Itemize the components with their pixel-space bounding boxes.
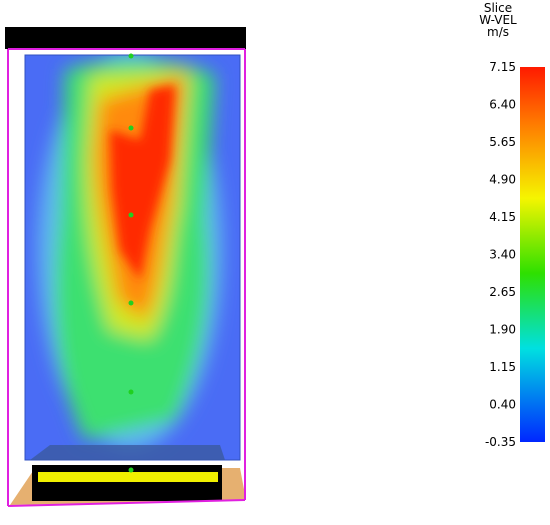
colorbar-tick-label: 1.15 [489,360,516,374]
colorbar-tick-label: 4.15 [489,210,516,224]
colorbar-tick-label: 3.40 [489,248,516,262]
velocity-slice [25,55,240,460]
ceiling [5,27,246,49]
colorbar-tick-label: 2.65 [489,285,516,299]
colorbar-tick-label: 7.15 [489,60,516,74]
colorbar [520,67,545,442]
burner-top [30,445,225,460]
colorbar-title: Slice [484,1,512,15]
burner [32,465,222,501]
domain-frame [7,48,246,507]
probe-points [128,53,134,473]
colorbar-tick-label: 1.90 [489,323,516,337]
colorbar-title: W-VEL [479,13,517,27]
colorbar-tick-label: 5.65 [489,135,516,149]
colorbar-tick-label: -0.35 [485,435,516,449]
colorbar-tick-label: 0.40 [489,398,516,412]
burner-surface [38,472,218,482]
colorbar-title: m/s [487,25,509,39]
colorbar-tick-label: 6.40 [489,98,516,112]
colorbar-tick-label: 4.90 [489,173,516,187]
